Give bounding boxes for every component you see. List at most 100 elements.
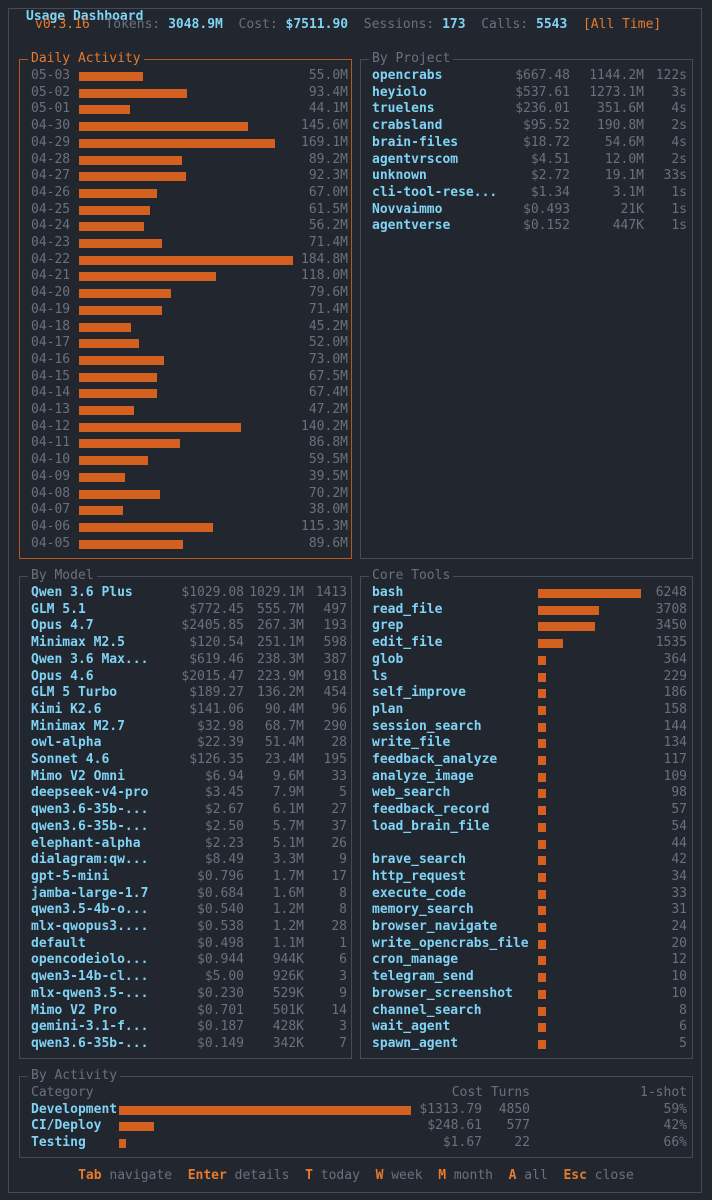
tool-row[interactable]: self_improve 186 (361, 685, 692, 701)
daily-row[interactable]: 04-16 73.0M (20, 352, 351, 368)
daily-row[interactable]: 04-24 56.2M (20, 218, 351, 234)
tool-row[interactable]: memory_search 31 (361, 902, 692, 918)
daily-row[interactable]: 04-08 70.2M (20, 486, 351, 502)
tool-row[interactable]: channel_search 8 (361, 1003, 692, 1019)
model-row[interactable]: Qwen 3.6 Plus $1029.08 1029.1M 1413 (20, 585, 351, 601)
model-row[interactable]: mlx-qwopus3.... $0.538 1.2M 28 (20, 919, 351, 935)
tool-row[interactable]: 44 (361, 836, 692, 852)
daily-row[interactable]: 05-01 44.1M (20, 101, 351, 117)
daily-row[interactable]: 04-05 89.6M (20, 536, 351, 552)
project-row[interactable]: unknown $2.72 19.1M 33s (361, 168, 692, 184)
project-row[interactable]: crabsland $95.52 190.8M 2s (361, 118, 692, 134)
model-row[interactable]: Opus 4.6 $2015.47 223.9M 918 (20, 669, 351, 685)
daily-row[interactable]: 04-13 47.2M (20, 402, 351, 418)
tool-row[interactable]: write_file 134 (361, 735, 692, 751)
key-a[interactable]: A (508, 1168, 517, 1183)
activity-row[interactable]: Development $1313.79 4850 59% (20, 1102, 692, 1118)
model-row[interactable]: Opus 4.7 $2405.85 267.3M 193 (20, 618, 351, 634)
tool-row[interactable]: read_file 3708 (361, 602, 692, 618)
model-row[interactable]: jamba-large-1.7 $0.684 1.6M 8 (20, 886, 351, 902)
daily-activity-panel[interactable]: Daily Activity 05-03 55.0M 05-02 93.4M 05-01… (19, 51, 352, 559)
activity-row[interactable]: Testing $1.67 22 66% (20, 1135, 692, 1151)
key-esc[interactable]: Esc (563, 1168, 587, 1183)
key-t[interactable]: T (305, 1168, 313, 1183)
daily-row[interactable]: 04-18 45.2M (20, 319, 351, 335)
model-row[interactable]: qwen3.6-35b-... $2.67 6.1M 27 (20, 802, 351, 818)
tool-row[interactable]: brave_search 42 (361, 852, 692, 868)
by-activity-panel[interactable]: By Activity Category Cost Turns 1-shot Devel… (19, 1068, 693, 1158)
daily-row[interactable]: 04-09 39.5M (20, 469, 351, 485)
tool-row[interactable]: web_search 98 (361, 785, 692, 801)
model-row[interactable]: Sonnet 4.6 $126.35 23.4M 195 (20, 752, 351, 768)
tool-row[interactable]: http_request 34 (361, 869, 692, 885)
daily-row[interactable]: 04-22 184.8M (20, 252, 351, 268)
daily-row[interactable]: 04-25 61.5M (20, 202, 351, 218)
daily-row[interactable]: 04-12 140.2M (20, 419, 351, 435)
tool-row[interactable]: write_opencrabs_file 20 (361, 936, 692, 952)
daily-row[interactable]: 04-30 145.6M (20, 118, 351, 134)
model-row[interactable]: qwen3.6-35b-... $2.50 5.7M 37 (20, 819, 351, 835)
tool-row[interactable]: bash 6248 (361, 585, 692, 601)
time-range-badge[interactable]: [All Time] (582, 17, 662, 32)
model-row[interactable]: GLM 5 Turbo $189.27 136.2M 454 (20, 685, 351, 701)
model-row[interactable]: elephant-alpha $2.23 5.1M 26 (20, 836, 351, 852)
model-row[interactable]: opencodeiolo... $0.944 944K 6 (20, 952, 351, 968)
tool-row[interactable]: plan 158 (361, 702, 692, 718)
daily-row[interactable]: 04-07 38.0M (20, 502, 351, 518)
tool-row[interactable]: feedback_analyze 117 (361, 752, 692, 768)
model-row[interactable]: mlx-qwen3.5-... $0.230 529K 9 (20, 986, 351, 1002)
daily-row[interactable]: 04-11 86.8M (20, 435, 351, 451)
daily-row[interactable]: 04-19 71.4M (20, 302, 351, 318)
tool-row[interactable]: spawn_agent 5 (361, 1036, 692, 1052)
tool-row[interactable]: browser_navigate 24 (361, 919, 692, 935)
key-m[interactable]: M (438, 1168, 447, 1183)
project-row[interactable]: Novvaimmo $0.493 21K 1s (361, 202, 692, 218)
model-row[interactable]: qwen3.6-35b-... $0.149 342K 7 (20, 1036, 351, 1052)
model-row[interactable]: deepseek-v4-pro $3.45 7.9M 5 (20, 785, 351, 801)
daily-row[interactable]: 04-17 52.0M (20, 335, 351, 351)
daily-row[interactable]: 04-27 92.3M (20, 168, 351, 184)
daily-row[interactable]: 04-06 115.3M (20, 519, 351, 535)
tool-row[interactable]: analyze_image 109 (361, 769, 692, 785)
tool-row[interactable]: glob 364 (361, 652, 692, 668)
tool-row[interactable]: load_brain_file 54 (361, 819, 692, 835)
project-row[interactable]: cli-tool-rese... $1.34 3.1M 1s (361, 185, 692, 201)
tool-row[interactable]: execute_code 33 (361, 886, 692, 902)
daily-row[interactable]: 04-28 89.2M (20, 152, 351, 168)
model-row[interactable]: default $0.498 1.1M 1 (20, 936, 351, 952)
model-row[interactable]: owl-alpha $22.39 51.4M 28 (20, 735, 351, 751)
model-row[interactable]: gemini-3.1-f... $0.187 428K 3 (20, 1019, 351, 1035)
model-row[interactable]: gpt-5-mini $0.796 1.7M 17 (20, 869, 351, 885)
tool-row[interactable]: grep 3450 (361, 618, 692, 634)
model-row[interactable]: Qwen 3.6 Max... $619.46 238.3M 387 (20, 652, 351, 668)
model-row[interactable]: Mimo V2 Omni $6.94 9.6M 33 (20, 769, 351, 785)
model-row[interactable]: Minimax M2.5 $120.54 251.1M 598 (20, 635, 351, 651)
tool-row[interactable]: wait_agent 6 (361, 1019, 692, 1035)
daily-row[interactable]: 04-23 71.4M (20, 235, 351, 251)
project-row[interactable]: brain-files $18.72 54.6M 4s (361, 135, 692, 151)
tool-row[interactable]: cron_manage 12 (361, 952, 692, 968)
daily-row[interactable]: 04-29 169.1M (20, 135, 351, 151)
key-tab[interactable]: Tab (78, 1168, 102, 1183)
tool-row[interactable]: session_search 144 (361, 719, 692, 735)
by-model-panel[interactable]: By Model Qwen 3.6 Plus $1029.08 1029.1M 141… (19, 568, 352, 1059)
model-row[interactable]: qwen3-14b-cl... $5.00 926K 3 (20, 969, 351, 985)
tool-row[interactable]: feedback_record 57 (361, 802, 692, 818)
tool-row[interactable]: ls 229 (361, 669, 692, 685)
project-row[interactable]: heyiolo $537.61 1273.1M 3s (361, 85, 692, 101)
daily-row[interactable]: 05-03 55.0M (20, 68, 351, 84)
project-row[interactable]: truelens $236.01 351.6M 4s (361, 101, 692, 117)
tool-row[interactable]: telegram_send 10 (361, 969, 692, 985)
daily-row[interactable]: 04-14 67.4M (20, 385, 351, 401)
tool-row[interactable]: edit_file 1535 (361, 635, 692, 651)
daily-row[interactable]: 04-10 59.5M (20, 452, 351, 468)
model-row[interactable]: dialagram:qw... $8.49 3.3M 9 (20, 852, 351, 868)
key-enter[interactable]: Enter (187, 1168, 227, 1183)
project-row[interactable]: agentvrscom $4.51 12.0M 2s (361, 152, 692, 168)
daily-row[interactable]: 04-26 67.0M (20, 185, 351, 201)
model-row[interactable]: qwen3.5-4b-o... $0.540 1.2M 8 (20, 902, 351, 918)
tool-row[interactable]: browser_screenshot 10 (361, 986, 692, 1002)
daily-row[interactable]: 04-15 67.5M (20, 369, 351, 385)
daily-row[interactable]: 04-21 118.0M (20, 268, 351, 284)
daily-row[interactable]: 04-20 79.6M (20, 285, 351, 301)
